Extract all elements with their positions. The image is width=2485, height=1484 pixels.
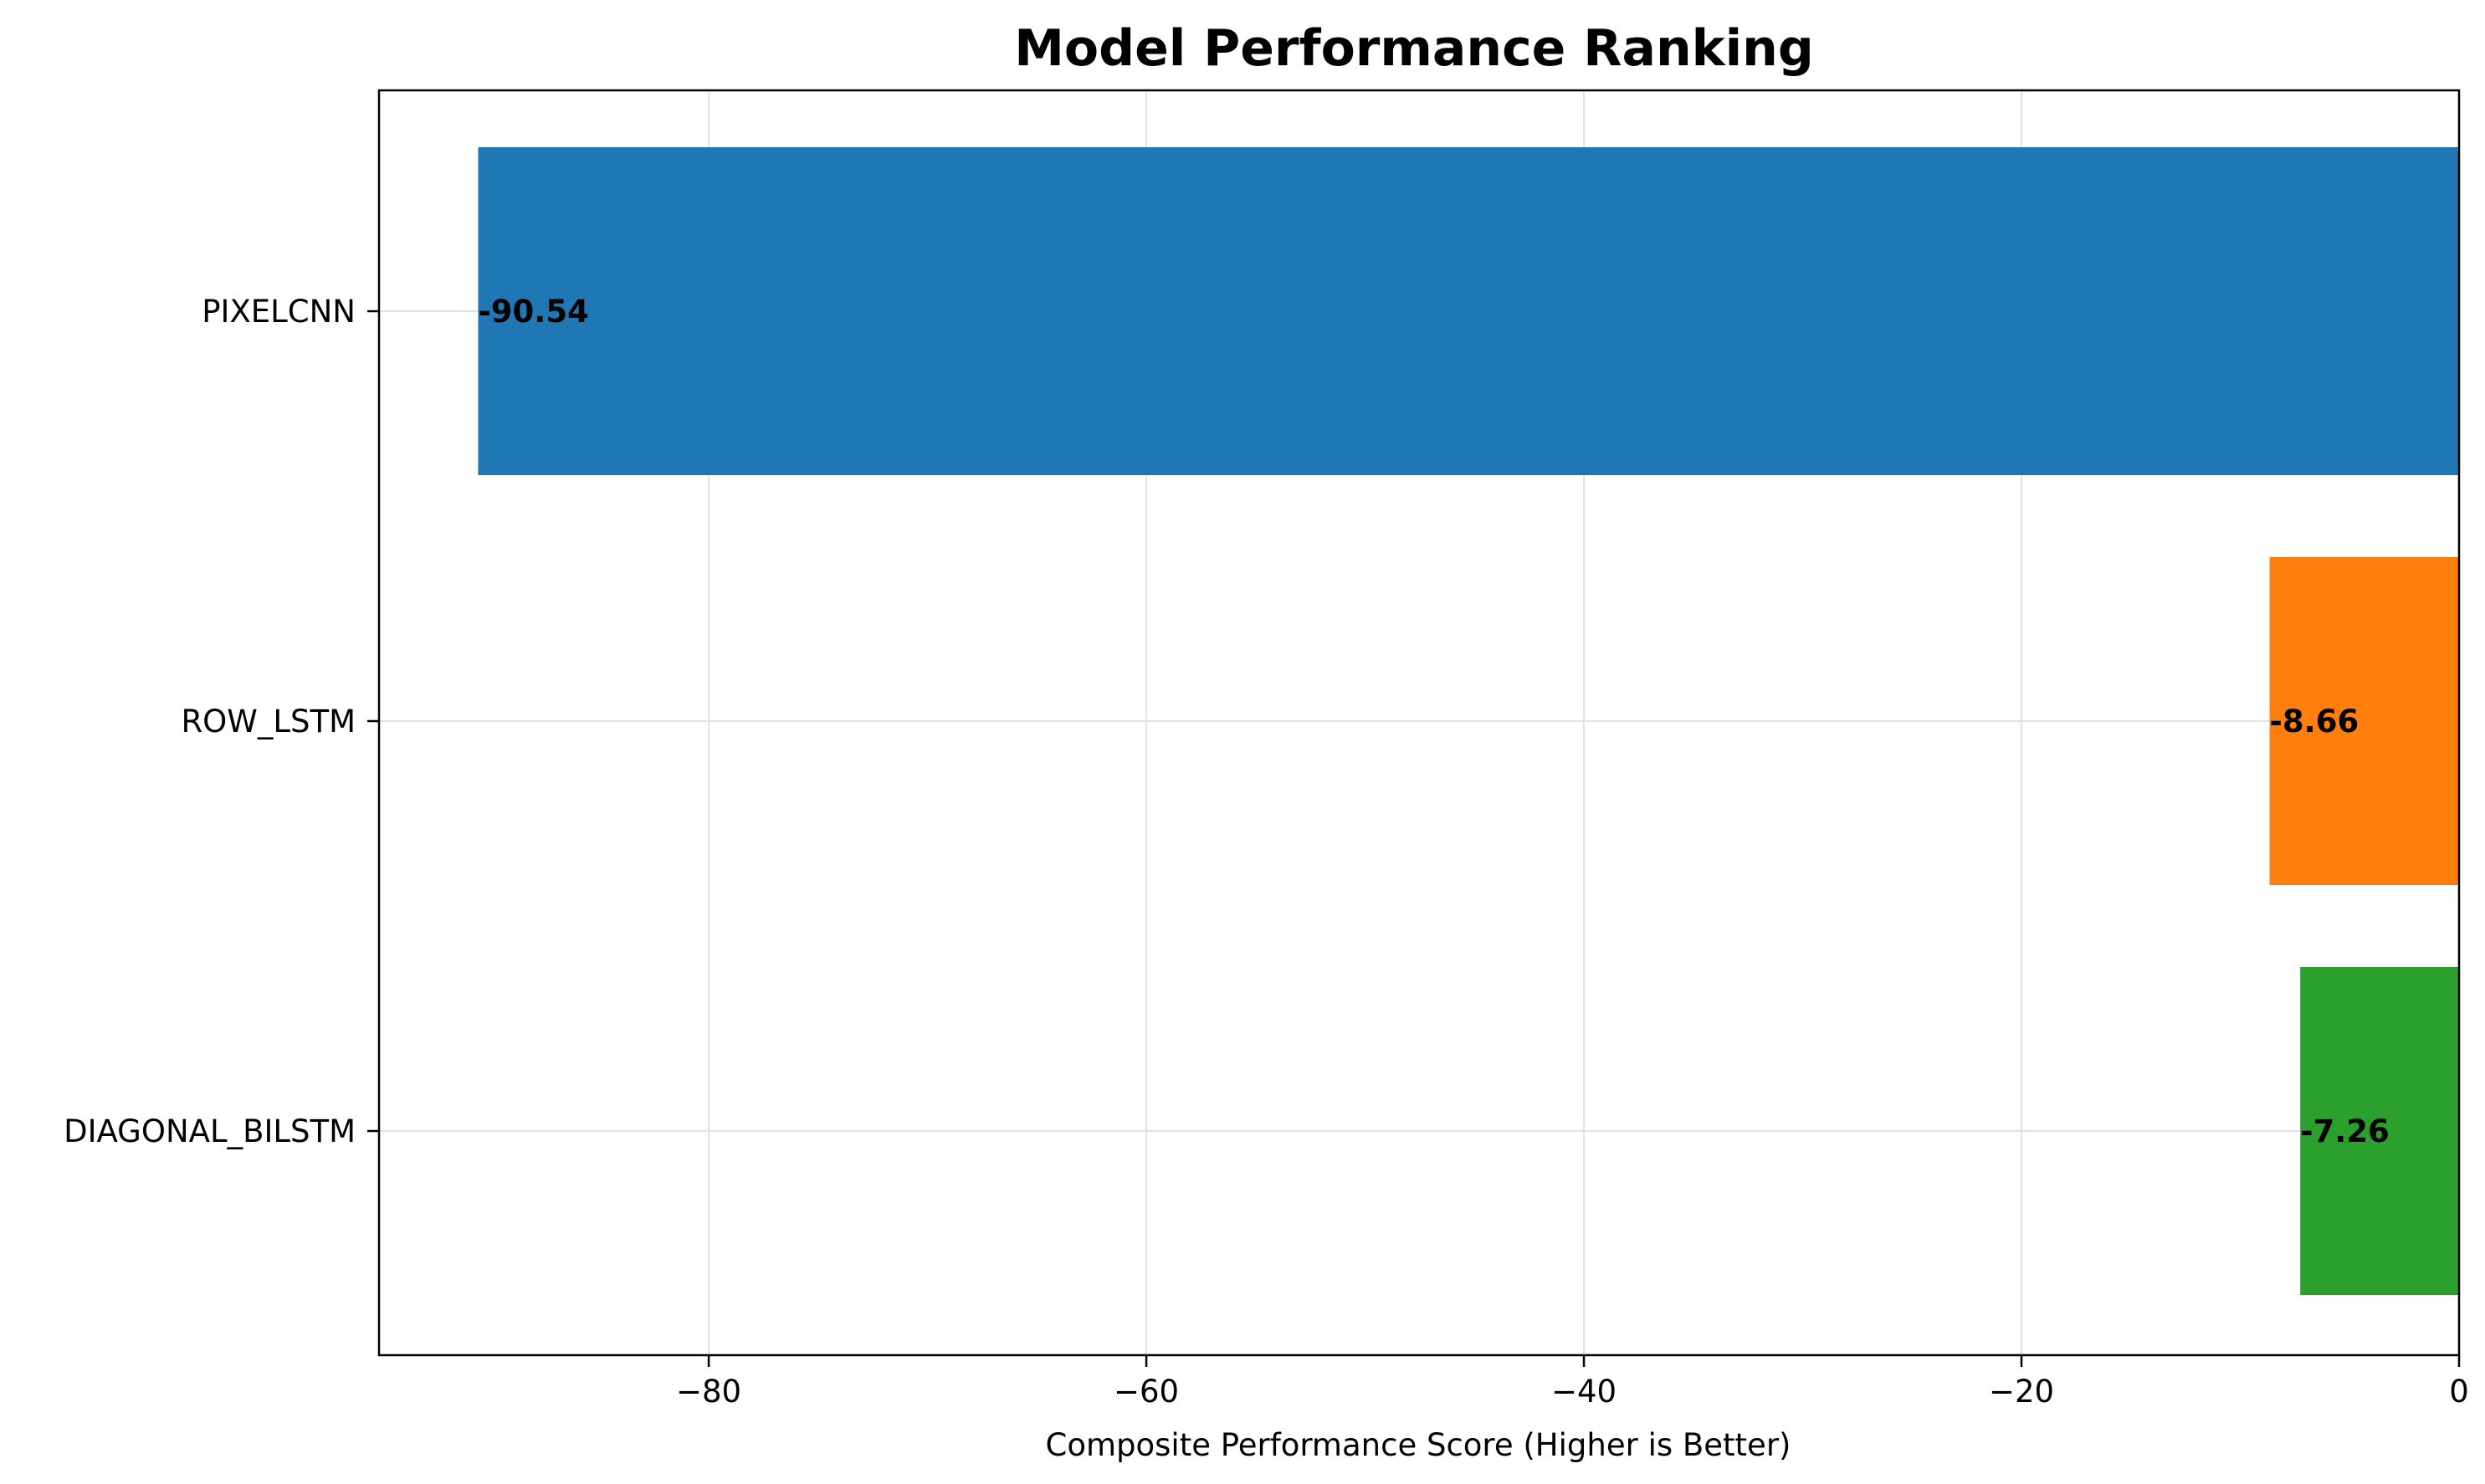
bar-value-label: -90.54 [478,294,588,330]
chart-title: Model Performance Ranking [1014,19,1814,78]
y-tick-label: PIXELCNN [202,294,356,330]
x-axis-ticks: −80 −60 −40 −20 0 [676,1355,2469,1410]
x-tick-label: −60 [1114,1374,1179,1410]
x-tick-label: −80 [676,1374,741,1410]
x-tick-label: −20 [1989,1374,2054,1410]
data-labels: -90.54 -8.66 -7.26 [478,294,2389,1149]
x-axis-label: Composite Performance Score (Higher is B… [1046,1427,1791,1463]
plot-frame [377,89,2461,1357]
y-axis-ticks: PIXELCNN ROW_LSTM DIAGONAL_BILSTM [64,294,379,1149]
y-tick-label: ROW_LSTM [181,704,356,739]
bar-diagonal-bilstm [2300,967,2459,1295]
x-tick-label: 0 [2449,1374,2469,1410]
bar-pixelcnn [478,147,2460,475]
x-tick-label: −40 [1551,1374,1617,1410]
bar-row-lstm [2269,557,2459,885]
y-tick-label: DIAGONAL_BILSTM [64,1113,356,1149]
bar-value-label: -8.66 [2270,704,2359,739]
bars [478,147,2460,1295]
bar-value-label: -7.26 [2300,1113,2390,1149]
